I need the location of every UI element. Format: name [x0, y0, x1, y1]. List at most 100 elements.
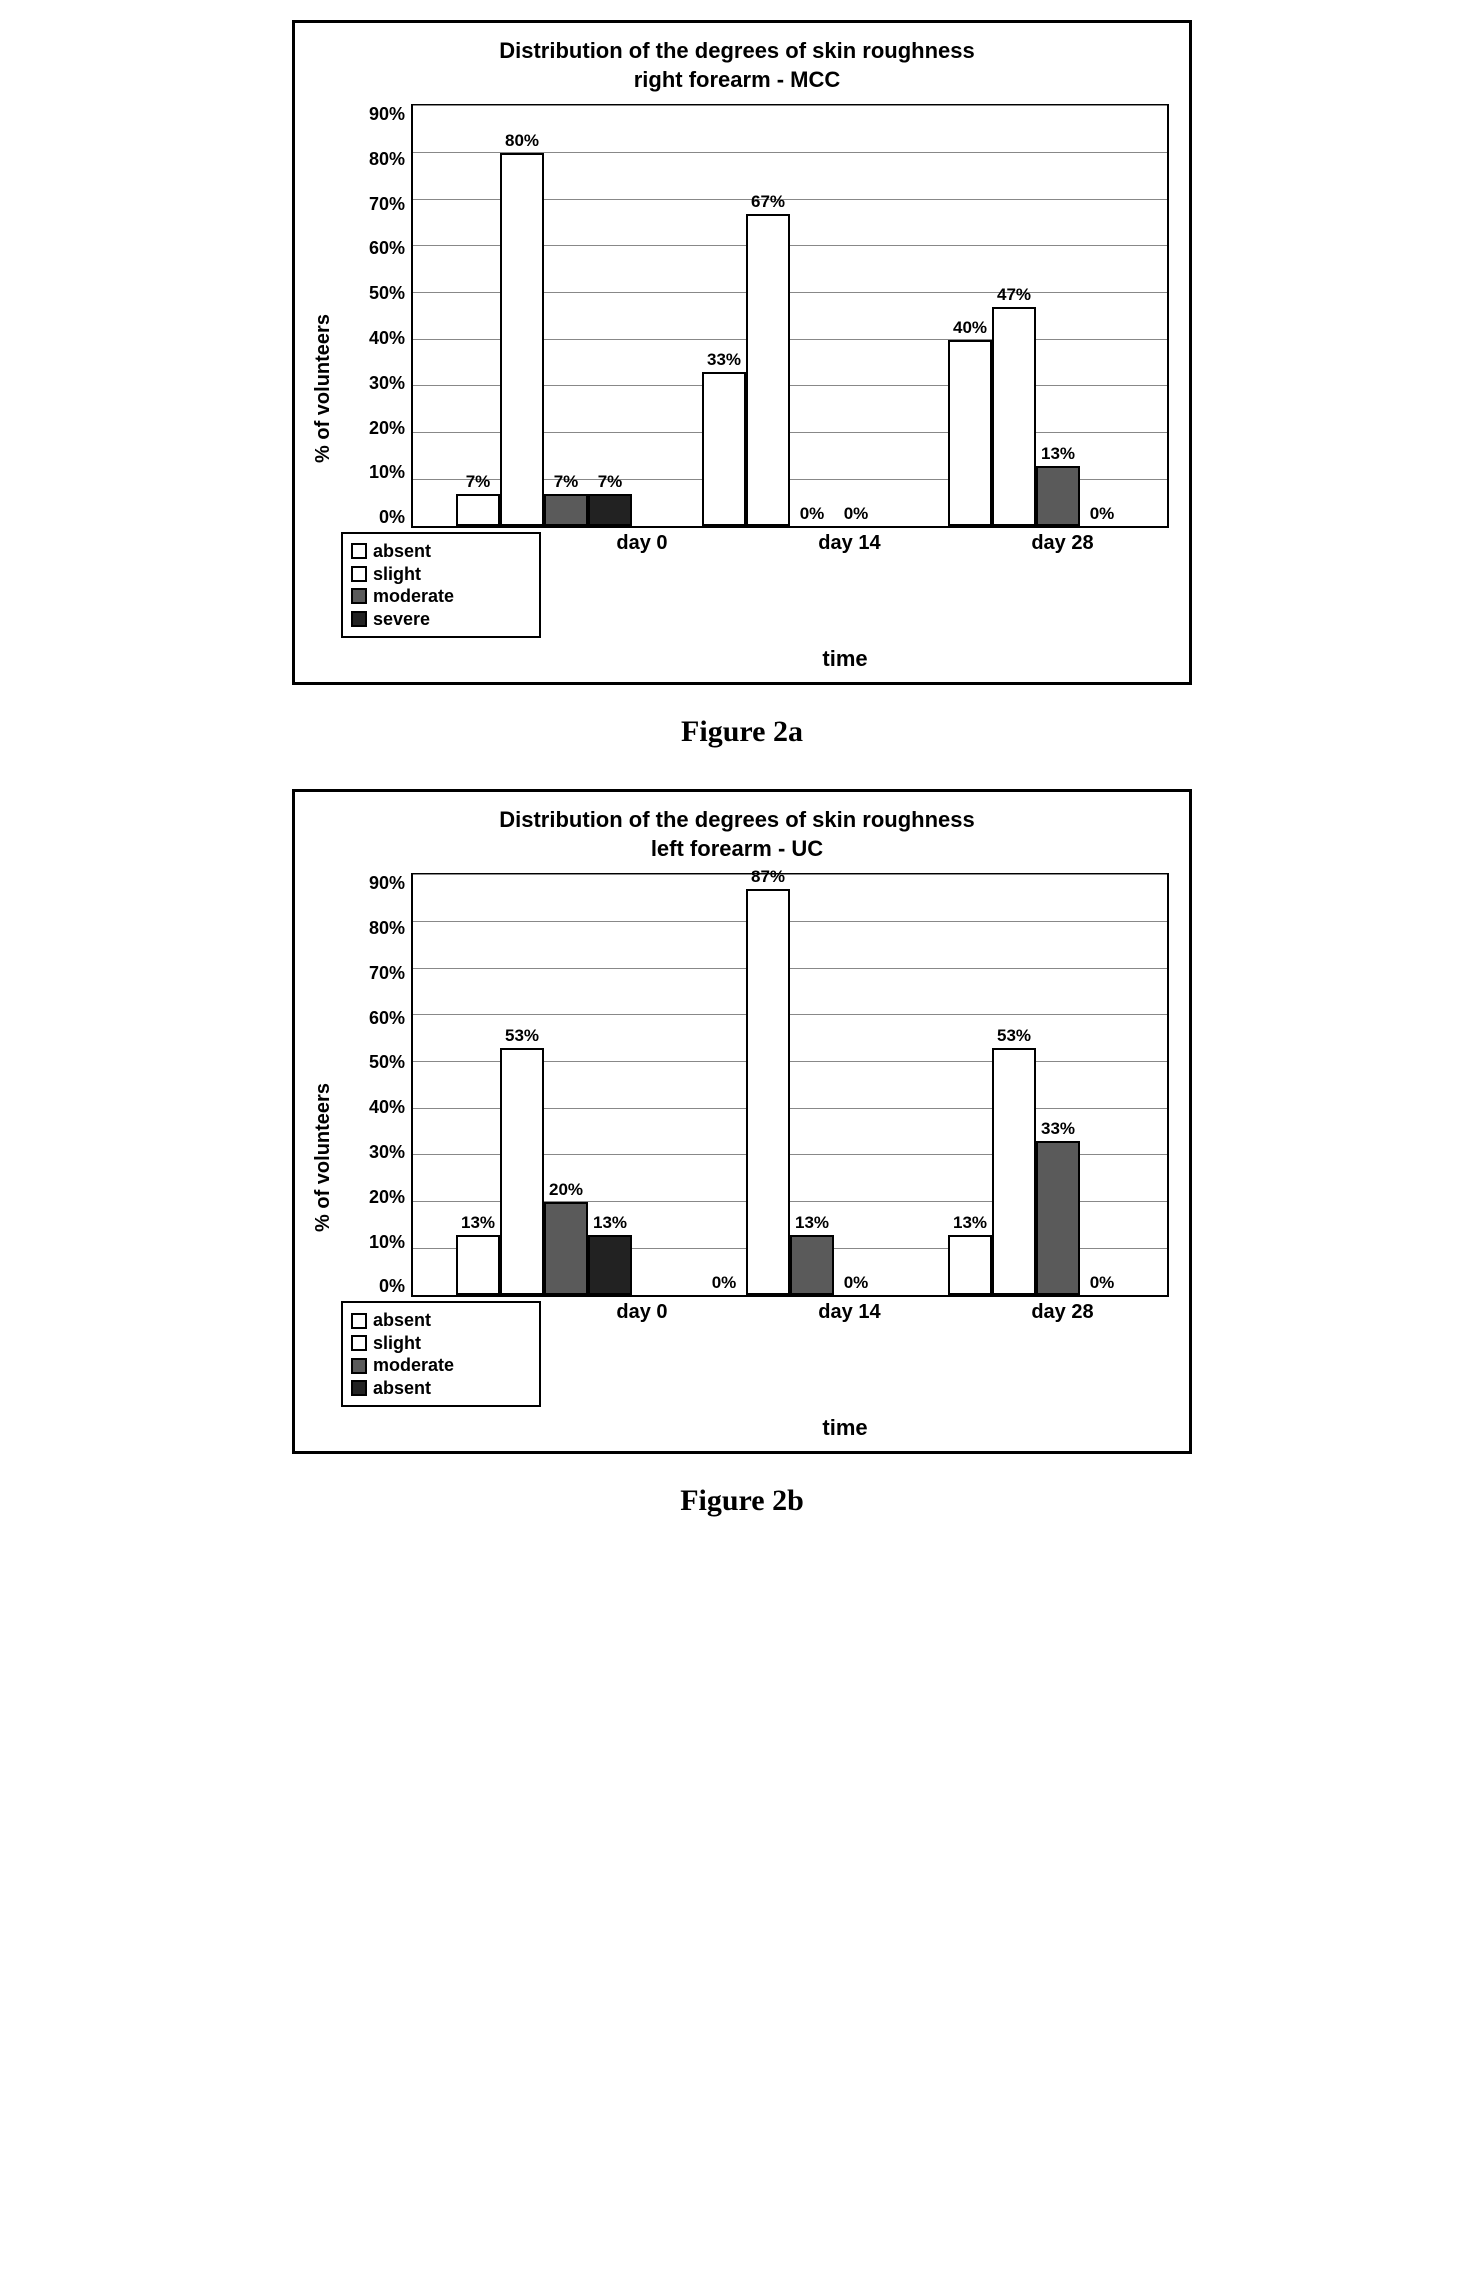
- legend-item: slight: [351, 1332, 531, 1355]
- y-ticks: 90%80%70%60%50%40%30%20%10%0%: [341, 104, 411, 528]
- bar-groups: 7%80%7%7%33%67%0%0%40%47%13%0%: [413, 106, 1167, 526]
- x-label-row: time: [341, 1407, 1169, 1441]
- chart-title: Distribution of the degrees of skin roug…: [305, 37, 1169, 94]
- y-tick-label: 30%: [369, 373, 405, 394]
- x-ticks: day 0day 14day 28: [541, 1301, 1169, 1407]
- legend-item: slight: [351, 563, 531, 586]
- bar-label: 13%: [588, 1213, 632, 1233]
- bar-slight: [992, 307, 1036, 526]
- legend-swatch: [351, 543, 367, 559]
- legend-item: severe: [351, 608, 531, 631]
- bar-slight: [500, 1048, 544, 1295]
- y-tick-label: 80%: [369, 918, 405, 939]
- bar-label: 20%: [544, 1180, 588, 1200]
- plot-stack: 90%80%70%60%50%40%30%20%10%0% 7%80%7%7%3…: [341, 104, 1169, 672]
- bar-moderate: [544, 494, 588, 527]
- y-tick-label: 0%: [379, 1276, 405, 1297]
- legend-item: absent: [351, 1309, 531, 1332]
- bar-severe: [588, 1235, 632, 1296]
- legend-item: absent: [351, 540, 531, 563]
- bar-wrap: 0%: [834, 875, 878, 1295]
- legend-label: slight: [373, 563, 421, 586]
- x-axis-row: absentslightmoderatesevere day 0day 14da…: [341, 532, 1169, 638]
- legend-swatch: [351, 1335, 367, 1351]
- x-tick-label: day 14: [818, 532, 880, 638]
- y-axis-label: % of volunteers: [305, 873, 341, 1441]
- x-ticks: day 0day 14day 28: [541, 532, 1169, 638]
- bar-label: 53%: [992, 1026, 1036, 1046]
- legend-item: moderate: [351, 585, 531, 608]
- bar-group: 0%87%13%0%: [702, 875, 878, 1295]
- plot-area: 7%80%7%7%33%67%0%0%40%47%13%0%: [411, 104, 1169, 528]
- y-tick-label: 90%: [369, 873, 405, 894]
- legend-label: absent: [373, 1377, 431, 1400]
- bar-label: 7%: [588, 472, 632, 492]
- x-label-row: time: [341, 638, 1169, 672]
- bar-wrap: 13%: [456, 875, 500, 1295]
- plot-area: 13%53%20%13%0%87%13%0%13%53%33%0%: [411, 873, 1169, 1297]
- bar-wrap: 13%: [588, 875, 632, 1295]
- y-axis-label-text: % of volunteers: [312, 314, 335, 463]
- x-axis-label: time: [521, 1407, 1169, 1441]
- bar-absent: [456, 494, 500, 527]
- bar-wrap: 7%: [456, 106, 500, 526]
- bar-group: 33%67%0%0%: [702, 106, 878, 526]
- bar-label: 13%: [948, 1213, 992, 1233]
- bar-slight: [992, 1048, 1036, 1295]
- bar-wrap: 13%: [790, 875, 834, 1295]
- bar-wrap: 40%: [948, 106, 992, 526]
- figure-caption: Figure 2a: [681, 715, 803, 749]
- y-axis-label: % of volunteers: [305, 104, 341, 672]
- title-line-2: right forearm - MCC: [634, 67, 841, 92]
- bar-wrap: 53%: [992, 875, 1036, 1295]
- bar-label: 40%: [948, 318, 992, 338]
- x-tick-label: day 0: [616, 532, 667, 638]
- chart-body: % of volunteers 90%80%70%60%50%40%30%20%…: [305, 873, 1169, 1441]
- legend: absentslightmoderatesevere: [341, 532, 541, 638]
- bar-groups: 13%53%20%13%0%87%13%0%13%53%33%0%: [413, 875, 1167, 1295]
- bar-wrap: 7%: [544, 106, 588, 526]
- y-tick-label: 80%: [369, 149, 405, 170]
- bar-slight: [500, 153, 544, 526]
- x-axis-row: absentslightmoderateabsent day 0day 14da…: [341, 1301, 1169, 1407]
- y-tick-label: 10%: [369, 462, 405, 483]
- bar-wrap: 13%: [1036, 106, 1080, 526]
- bar-label: 0%: [834, 1273, 878, 1293]
- bar-wrap: 47%: [992, 106, 1036, 526]
- spacer: [341, 1407, 521, 1441]
- bar-wrap: 53%: [500, 875, 544, 1295]
- bar-absent: [948, 1235, 992, 1296]
- title-line-2: left forearm - UC: [651, 836, 823, 861]
- bar-wrap: 0%: [790, 106, 834, 526]
- bar-wrap: 33%: [1036, 875, 1080, 1295]
- legend-swatch: [351, 1358, 367, 1374]
- bar-group: 13%53%33%0%: [948, 875, 1124, 1295]
- y-tick-label: 20%: [369, 418, 405, 439]
- bar-label: 33%: [1036, 1119, 1080, 1139]
- y-tick-label: 50%: [369, 283, 405, 304]
- bar-label: 0%: [702, 1273, 746, 1293]
- bar-moderate: [1036, 466, 1080, 527]
- bar-label: 87%: [746, 867, 790, 887]
- y-axis-label-text: % of volunteers: [312, 1083, 335, 1232]
- legend-label: severe: [373, 608, 430, 631]
- bar-absent: [456, 1235, 500, 1296]
- bar-slight: [746, 889, 790, 1295]
- bar-label: 0%: [834, 504, 878, 524]
- legend-label: moderate: [373, 1354, 454, 1377]
- legend-item: moderate: [351, 1354, 531, 1377]
- bar-label: 0%: [790, 504, 834, 524]
- bar-moderate: [544, 1202, 588, 1295]
- title-line-1: Distribution of the degrees of skin roug…: [499, 38, 975, 63]
- x-tick-label: day 14: [818, 1301, 880, 1407]
- y-tick-label: 40%: [369, 328, 405, 349]
- figure-2a-container: Distribution of the degrees of skin roug…: [292, 20, 1192, 685]
- bar-label: 33%: [702, 350, 746, 370]
- bar-label: 0%: [1080, 504, 1124, 524]
- bar-wrap: 67%: [746, 106, 790, 526]
- legend-label: slight: [373, 1332, 421, 1355]
- bar-label: 13%: [790, 1213, 834, 1233]
- bar-severe: [588, 494, 632, 527]
- y-tick-label: 70%: [369, 963, 405, 984]
- bar-group: 40%47%13%0%: [948, 106, 1124, 526]
